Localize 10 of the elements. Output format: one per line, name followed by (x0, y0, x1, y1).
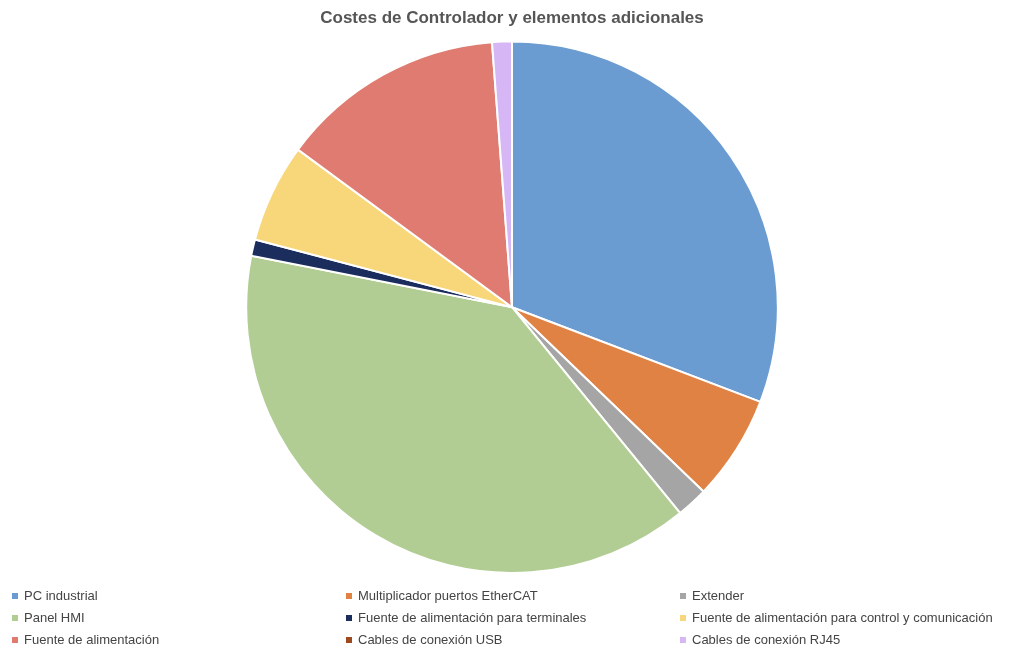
legend-label: Multiplicador puertos EtherCAT (357, 588, 539, 603)
legend-label: Cables de conexión USB (357, 632, 504, 647)
chart-title: Costes de Controlador y elementos adicionales (320, 7, 704, 27)
legend-label: Fuente de alimentación para control y comunicación (691, 610, 994, 625)
legend-label: Panel HMI (23, 610, 86, 625)
legend-label: Cables de conexión RJ45 (691, 632, 842, 647)
legend-label: Fuente de alimentación (23, 632, 161, 647)
legend-label: Extender (691, 588, 746, 603)
legend-label: PC industrial (23, 588, 99, 603)
legend-label: Fuente de alimentación para terminales (357, 610, 588, 625)
